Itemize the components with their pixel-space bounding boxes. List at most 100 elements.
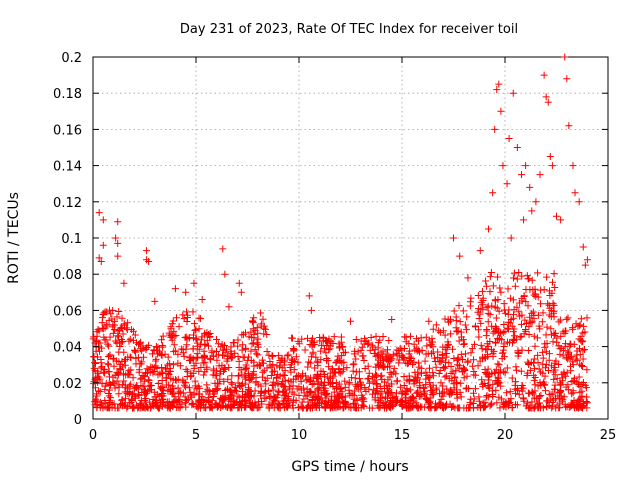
data-point bbox=[376, 398, 384, 406]
data-point bbox=[485, 383, 493, 391]
data-point bbox=[159, 332, 167, 340]
data-point bbox=[335, 398, 343, 406]
data-point bbox=[577, 395, 585, 403]
data-point bbox=[429, 372, 437, 380]
data-point bbox=[119, 402, 127, 410]
data-point bbox=[153, 390, 161, 398]
data-point bbox=[499, 349, 507, 357]
data-point bbox=[480, 379, 488, 387]
data-point bbox=[547, 325, 555, 333]
data-point bbox=[442, 372, 450, 380]
data-point bbox=[152, 362, 160, 370]
data-point bbox=[359, 352, 367, 360]
data-point bbox=[234, 352, 242, 360]
data-point bbox=[228, 380, 236, 388]
data-point bbox=[496, 284, 504, 292]
data-point bbox=[292, 397, 300, 405]
data-point bbox=[548, 278, 556, 286]
data-point bbox=[488, 322, 496, 330]
data-point bbox=[319, 397, 327, 405]
data-point bbox=[464, 357, 472, 365]
data-point bbox=[503, 324, 511, 332]
data-point bbox=[193, 342, 201, 350]
data-point bbox=[507, 234, 515, 242]
data-point bbox=[169, 402, 177, 410]
data-point bbox=[376, 361, 384, 369]
data-point bbox=[506, 388, 514, 396]
data-point bbox=[227, 394, 235, 402]
data-point bbox=[187, 372, 195, 380]
data-point bbox=[533, 334, 541, 342]
data-point bbox=[532, 198, 540, 206]
data-point bbox=[372, 332, 380, 340]
data-point bbox=[135, 366, 143, 374]
data-point bbox=[317, 389, 325, 397]
data-point bbox=[335, 368, 343, 376]
data-point bbox=[534, 311, 542, 319]
data-point bbox=[113, 339, 121, 347]
data-point bbox=[522, 327, 530, 335]
data-point bbox=[237, 401, 245, 409]
data-point bbox=[242, 390, 250, 398]
data-point bbox=[505, 399, 513, 407]
data-point bbox=[487, 269, 495, 277]
data-point bbox=[479, 294, 487, 302]
data-point bbox=[329, 340, 337, 348]
data-point bbox=[90, 378, 98, 386]
data-point bbox=[93, 397, 101, 405]
data-point bbox=[425, 364, 433, 372]
data-point bbox=[535, 322, 543, 330]
data-point bbox=[489, 380, 497, 388]
data-point bbox=[213, 356, 221, 364]
data-point bbox=[367, 334, 375, 342]
data-point bbox=[254, 329, 262, 337]
data-point bbox=[509, 274, 517, 282]
data-point bbox=[115, 348, 123, 356]
data-point bbox=[177, 345, 185, 353]
data-point bbox=[218, 361, 226, 369]
data-point bbox=[551, 284, 559, 292]
data-point bbox=[564, 314, 572, 322]
data-point bbox=[261, 325, 269, 333]
data-point bbox=[515, 308, 523, 316]
data-point bbox=[581, 345, 589, 353]
data-point bbox=[506, 339, 514, 347]
data-point bbox=[508, 374, 516, 382]
data-point bbox=[104, 340, 112, 348]
data-point bbox=[497, 288, 505, 296]
data-point bbox=[96, 404, 104, 412]
data-point bbox=[93, 374, 101, 382]
data-point bbox=[405, 350, 413, 358]
data-point bbox=[500, 368, 508, 376]
data-point bbox=[347, 374, 355, 382]
data-point bbox=[150, 368, 158, 376]
data-point bbox=[288, 388, 296, 396]
data-point bbox=[251, 387, 259, 395]
data-point bbox=[562, 327, 570, 335]
data-point bbox=[563, 315, 571, 323]
data-point bbox=[484, 382, 492, 390]
data-point bbox=[494, 296, 502, 304]
data-point bbox=[378, 372, 386, 380]
data-point bbox=[308, 342, 316, 350]
data-point bbox=[105, 352, 113, 360]
data-point bbox=[520, 216, 528, 224]
data-point bbox=[235, 364, 243, 372]
data-point bbox=[443, 350, 451, 358]
data-point bbox=[530, 355, 538, 363]
data-point bbox=[511, 332, 519, 340]
data-point bbox=[174, 384, 182, 392]
data-point bbox=[190, 320, 198, 328]
data-point bbox=[532, 292, 540, 300]
data-point bbox=[294, 358, 302, 366]
x-tick-label: 25 bbox=[600, 428, 617, 443]
data-point bbox=[209, 392, 217, 400]
data-point bbox=[466, 398, 474, 406]
data-point bbox=[392, 370, 400, 378]
data-point bbox=[518, 346, 526, 354]
data-point bbox=[284, 395, 292, 403]
data-point bbox=[182, 403, 190, 411]
data-point bbox=[263, 374, 271, 382]
data-point bbox=[570, 340, 578, 348]
data-point bbox=[227, 379, 235, 387]
